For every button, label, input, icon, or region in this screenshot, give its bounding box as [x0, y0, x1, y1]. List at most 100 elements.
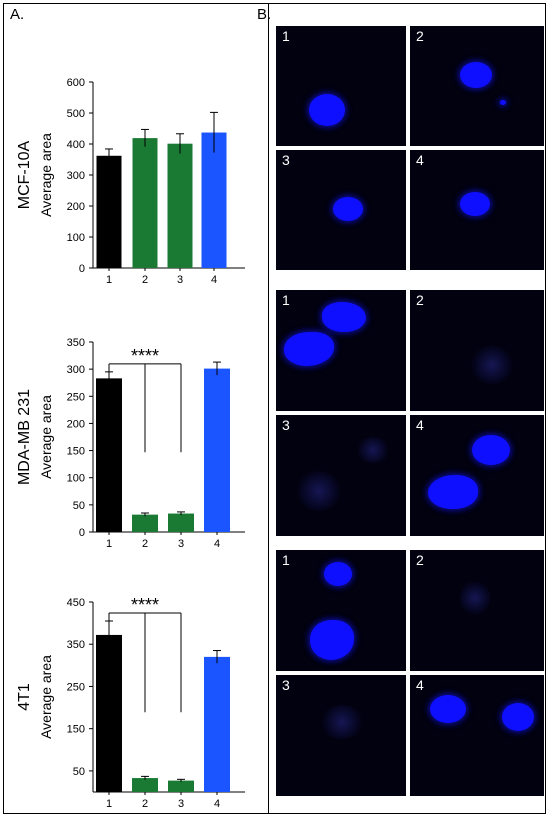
row-label: MDA-MB 231 [16, 389, 33, 485]
x-tick-label: 4 [214, 798, 220, 807]
bar-4 [201, 132, 227, 268]
tile-number: 4 [416, 417, 424, 433]
nucleus [322, 302, 366, 332]
micrograph-tile-2: 2 [410, 290, 544, 411]
y-tick-label: 0 [79, 263, 85, 275]
nucleus [309, 94, 345, 126]
micrograph-separator [276, 411, 544, 415]
micrograph-tile-1: 1 [276, 26, 406, 146]
x-tick-label: 4 [211, 274, 217, 285]
x-tick-label: 3 [177, 274, 183, 285]
nucleus [428, 475, 478, 509]
micrograph-tile-1: 1 [276, 290, 406, 411]
x-tick-label: 2 [142, 798, 148, 807]
nucleus [500, 100, 506, 105]
bar-chart-4t1: 4T1 Average area 50 150 250 350 450 1 2 3 4 **** [16, 595, 245, 807]
panel-a-label: A. [10, 6, 25, 23]
bar-1 [96, 155, 122, 268]
nucleus [460, 62, 492, 88]
micrograph-tile-1: 1 [276, 550, 406, 671]
y-axis-label: Average area [38, 395, 54, 479]
tile-number: 2 [416, 292, 424, 308]
faint-nucleus [460, 580, 490, 616]
y-tick-label: 50 [73, 500, 85, 512]
panel-b-label: B. [257, 6, 272, 23]
bar-1 [96, 378, 122, 532]
faint-nucleus [356, 437, 390, 463]
micrograph-tile-3: 3 [276, 415, 406, 536]
tile-number: 4 [416, 152, 424, 168]
micrograph-tile-3: 3 [276, 150, 406, 270]
micrograph-grid-4t1: 1 2 3 4 [276, 550, 544, 796]
faint-nucleus [470, 346, 514, 384]
y-tick-label: 450 [67, 597, 85, 609]
bar-2 [132, 778, 158, 792]
significance-label: **** [131, 595, 159, 615]
y-tick-label: 150 [67, 724, 85, 736]
figure-frame [3, 3, 546, 814]
x-tick-label: 2 [142, 538, 148, 550]
panel-divider [268, 3, 269, 814]
tile-number: 1 [282, 292, 290, 308]
y-tick-label: 150 [67, 446, 85, 458]
tile-number: 2 [416, 28, 424, 44]
micrograph-grid-mcf10a: 1 2 3 4 [276, 26, 544, 270]
bar-3 [168, 513, 194, 532]
micrograph-tile-2: 2 [410, 26, 544, 146]
y-tick-label: 500 [67, 108, 85, 120]
micrograph-tile-4: 4 [410, 675, 544, 796]
tile-number: 4 [416, 677, 424, 693]
tile-number: 1 [282, 28, 290, 44]
tile-number: 3 [282, 152, 290, 168]
tile-number: 3 [282, 417, 290, 433]
x-tick-label: 2 [142, 274, 148, 285]
nucleus [502, 703, 534, 731]
micrograph-separator [276, 146, 544, 150]
nucleus [310, 620, 354, 660]
y-tick-label: 300 [67, 364, 85, 376]
nucleus [472, 435, 510, 465]
x-tick-label: 1 [106, 274, 112, 285]
bar-1 [96, 634, 122, 792]
x-tick-label: 3 [178, 798, 184, 807]
x-tick-label: 1 [106, 798, 112, 807]
y-tick-label: 50 [73, 766, 85, 778]
tile-number: 2 [416, 552, 424, 568]
x-tick-label: 3 [178, 538, 184, 550]
bar-2 [132, 514, 158, 532]
y-tick-label: 250 [67, 681, 85, 693]
y-axis-label: Average area [38, 655, 54, 739]
micrograph-tile-4: 4 [410, 150, 544, 270]
micrograph-separator [406, 290, 410, 536]
micrograph-separator [406, 26, 410, 270]
y-axis-label: Average area [38, 133, 54, 217]
bar-2 [132, 138, 158, 268]
nucleus [460, 192, 490, 216]
y-tick-label: 300 [67, 170, 85, 182]
y-tick-label: 100 [67, 232, 85, 244]
nucleus [333, 197, 363, 221]
micrograph-separator [276, 671, 544, 675]
bar-4 [204, 368, 230, 532]
y-tick-label: 0 [79, 527, 85, 539]
micrograph-grid-mda-mb-231: 1 2 3 4 [276, 290, 544, 536]
significance-label: **** [131, 346, 159, 366]
bar-4 [204, 656, 230, 792]
y-tick-label: 600 [67, 77, 85, 89]
bar-chart-mda-mb-231: MDA-MB 231 Average area 0 50 100 150 200 250 300… [16, 337, 245, 550]
x-tick-label: 1 [106, 538, 112, 550]
micrograph-tile-4: 4 [410, 415, 544, 536]
y-tick-label: 350 [67, 337, 85, 349]
tile-number: 3 [282, 677, 290, 693]
micrograph-tile-2: 2 [410, 550, 544, 671]
nucleus [430, 695, 466, 723]
bar-chart-mcf10a: MCF-10A Average area 0 100 200 300 400 500 600 1 2… [16, 77, 245, 285]
y-tick-label: 200 [67, 201, 85, 213]
x-tick-label: 4 [214, 538, 220, 550]
bar-3 [167, 143, 193, 268]
nucleus [284, 332, 334, 366]
y-tick-label: 400 [67, 139, 85, 151]
row-label: MCF-10A [16, 140, 33, 209]
row-label: 4T1 [16, 683, 33, 711]
tile-number: 1 [282, 552, 290, 568]
